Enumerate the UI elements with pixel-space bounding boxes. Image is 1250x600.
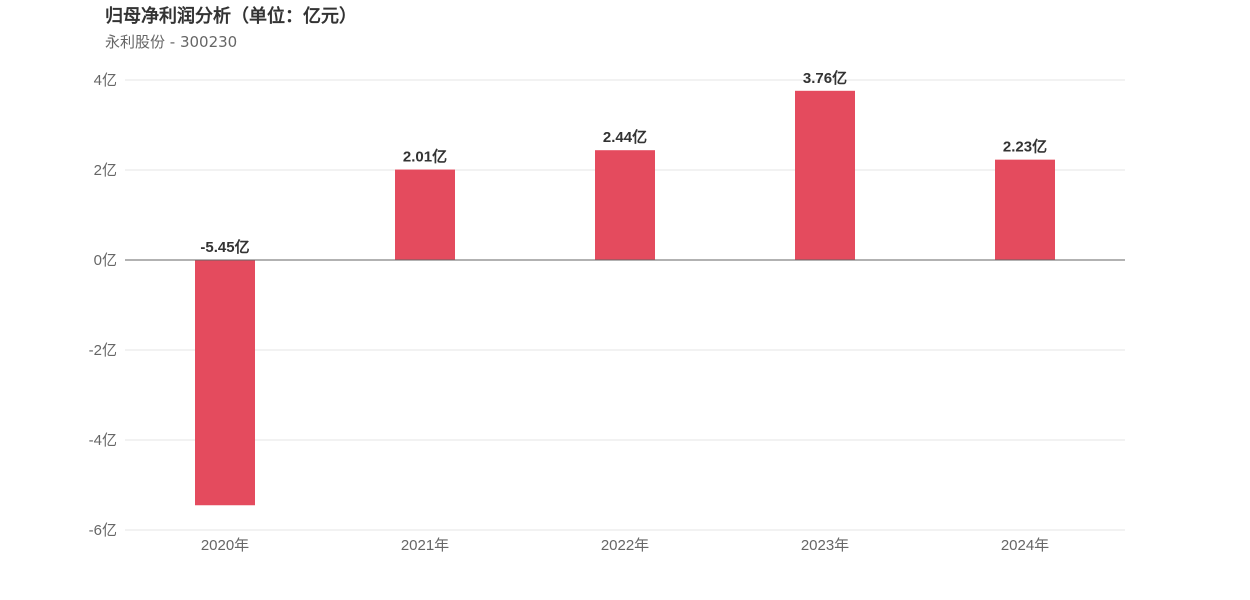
value-label: 2.01亿 — [403, 148, 447, 166]
chart-title: 归母净利润分析（单位：亿元） — [105, 6, 357, 27]
y-tick-label: 4亿 — [94, 72, 117, 89]
x-tick-label: 2022年 — [601, 537, 649, 554]
x-tick-label: 2024年 — [1001, 537, 1049, 554]
bar[interactable] — [595, 150, 655, 260]
value-label: 2.44亿 — [603, 128, 647, 146]
bar[interactable] — [795, 90, 855, 260]
bar[interactable] — [995, 159, 1055, 260]
y-tick-label: -4亿 — [89, 432, 117, 449]
y-tick-label: -2亿 — [89, 342, 117, 359]
y-tick-label: -6亿 — [89, 522, 117, 539]
value-label: 2.23亿 — [1003, 138, 1047, 156]
value-label: 3.76亿 — [803, 69, 847, 87]
value-label: -5.45亿 — [200, 238, 249, 256]
x-tick-label: 2021年 — [401, 537, 449, 554]
y-tick-label: 2亿 — [94, 162, 117, 179]
x-tick-label: 2020年 — [201, 537, 249, 554]
chart-subtitle: 永利股份 - 300230 — [105, 33, 238, 51]
x-tick-label: 2023年 — [801, 537, 849, 554]
bar[interactable] — [195, 260, 255, 506]
bar[interactable] — [395, 169, 455, 260]
y-tick-label: 0亿 — [94, 252, 117, 269]
